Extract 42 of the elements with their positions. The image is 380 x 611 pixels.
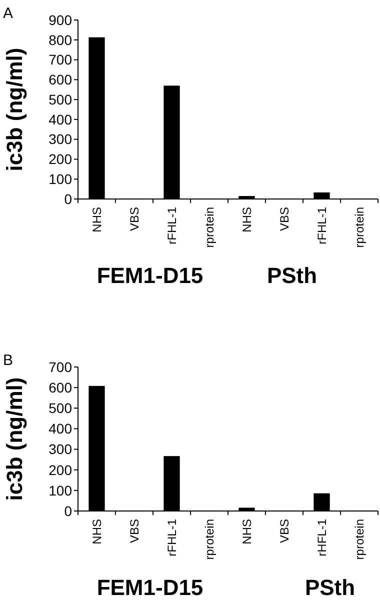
text: PSth [304,575,356,600]
text: PSth [266,263,318,288]
x-tick-label: rprotein [202,207,216,248]
y-tick-label: 700 [48,52,72,68]
x-tick-label: rFHL-1 [164,518,179,556]
y-tick-label: 200 [48,462,72,478]
y-tick-label: 500 [48,91,72,108]
x-tick-label: NHS [240,519,254,544]
y-axis-title: ic3b (ng/ml) [2,48,27,172]
y-tick-label: 600 [48,379,72,396]
x-tick-label: rprotein [352,207,366,248]
y-tick-label: 400 [48,111,72,128]
x-tick-label: rHFL-1 [314,518,329,556]
y-tick-label: 0 [64,190,72,207]
y-axis-title: ic3b (ng/ml) [2,377,27,501]
x-tick-label: rFHL-1 [164,206,179,244]
y-tick-label: 400 [48,420,72,437]
x-tick-label: rprotein [202,519,216,560]
y-tick-label: 900 [48,12,72,28]
x-tick-label: rFHL-1 [314,206,329,244]
y-tick-label: 300 [48,441,72,458]
y-tick-label: 500 [48,400,72,416]
chart-title: B [3,352,14,369]
y-tick-label: 100 [48,482,72,498]
text: FEM1-D15 [96,263,204,288]
x-tick-label: NHS [90,207,104,232]
x-tick-label: NHS [240,207,254,232]
y-tick-label: 800 [48,32,72,48]
y-tick-label: 600 [48,72,72,88]
x-tick-label: rprotein [352,519,366,560]
x-tick-label: VBS [127,519,142,544]
text: FEM1-D15 [96,575,204,600]
x-tick-label: VBS [277,207,292,232]
y-tick-label: 200 [48,151,72,168]
chart-title: A [3,5,14,22]
x-tick-label: VBS [127,207,142,232]
y-tick-label: 300 [48,131,72,148]
x-tick-label: VBS [277,519,292,544]
y-tick-label: 0 [64,502,72,519]
y-tick-label: 100 [48,171,72,188]
x-tick-label: NHS [90,519,104,544]
y-tick-label: 700 [48,358,72,375]
